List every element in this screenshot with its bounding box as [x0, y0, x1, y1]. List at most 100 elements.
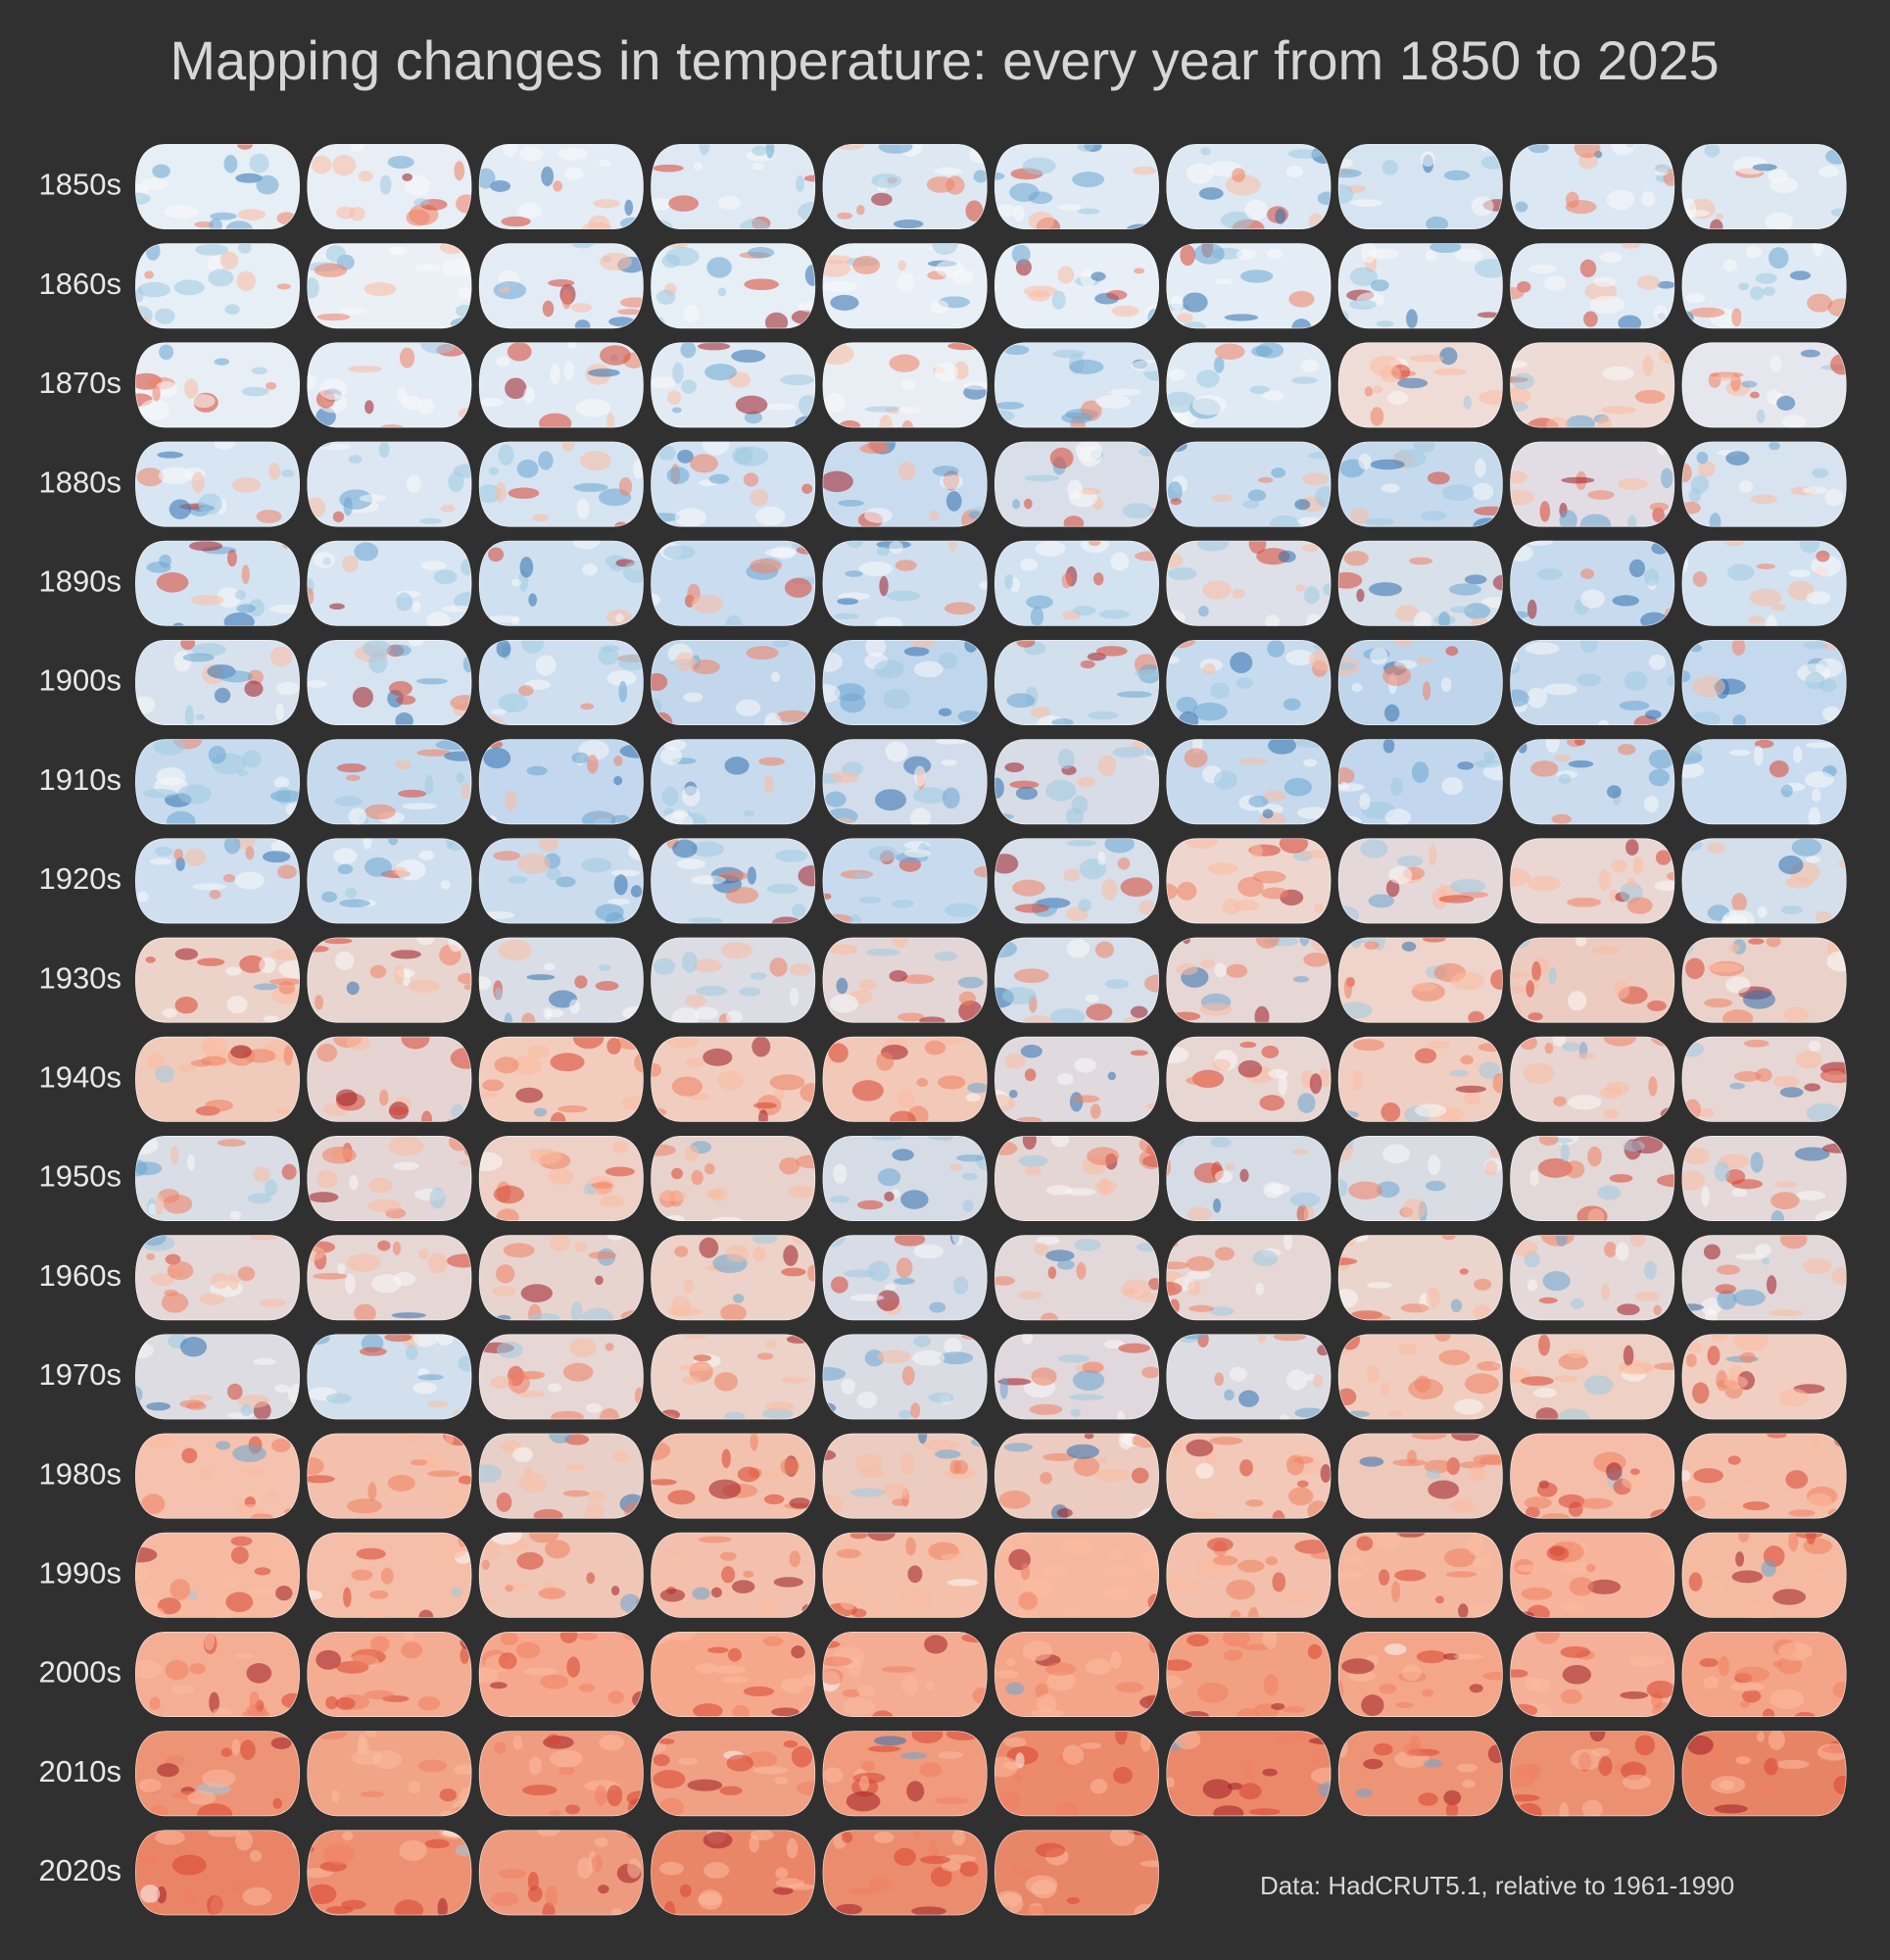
map-texture	[842, 1689, 861, 1698]
map-texture	[1196, 1682, 1229, 1703]
map-texture	[965, 200, 984, 221]
map-texture	[1243, 1759, 1255, 1781]
map-texture	[451, 1103, 464, 1120]
map-base	[651, 1632, 816, 1717]
map-texture	[693, 958, 723, 973]
map-texture	[197, 1803, 233, 1817]
map-texture	[765, 1401, 795, 1411]
map-texture	[308, 1884, 337, 1905]
year-map	[822, 144, 988, 229]
map-texture	[337, 1535, 358, 1544]
map-outline	[307, 1036, 472, 1122]
map-texture	[764, 548, 796, 558]
map-texture	[803, 1109, 813, 1119]
map-texture	[607, 898, 631, 906]
map-texture	[1343, 977, 1352, 999]
map-texture	[1101, 878, 1118, 901]
map-texture	[237, 1266, 256, 1282]
map-outline	[651, 1731, 816, 1817]
map-outline	[822, 937, 988, 1023]
year-map	[1681, 342, 1847, 428]
map-texture	[651, 1063, 661, 1077]
map-texture	[924, 1040, 946, 1055]
map-texture	[248, 599, 266, 617]
map-texture	[228, 1273, 239, 1291]
map-texture	[1104, 838, 1135, 854]
map-texture	[1562, 1665, 1592, 1685]
map-texture	[1306, 1373, 1315, 1382]
map-texture	[1004, 762, 1025, 772]
map-texture	[387, 155, 414, 170]
map-texture	[940, 473, 963, 490]
map-texture	[610, 1586, 620, 1596]
map-texture	[482, 1079, 505, 1092]
map-texture	[351, 1569, 373, 1581]
map-texture	[1077, 777, 1096, 788]
year-map	[307, 243, 472, 329]
map-texture	[445, 1433, 455, 1446]
year-map	[822, 243, 988, 329]
map-texture	[1734, 1666, 1769, 1683]
map-texture	[1510, 386, 1531, 406]
map-texture	[1488, 1209, 1503, 1221]
map-texture	[307, 679, 327, 688]
map-texture	[1006, 693, 1036, 709]
map-texture	[1283, 698, 1301, 710]
map-texture	[1516, 1802, 1542, 1817]
map-texture	[899, 1452, 915, 1474]
map-texture	[1398, 1343, 1418, 1355]
map-texture	[458, 408, 472, 419]
map-outline	[994, 441, 1159, 527]
map-texture	[798, 865, 816, 887]
map-texture	[1214, 962, 1227, 978]
map-texture	[325, 245, 346, 263]
map-base	[1681, 342, 1847, 428]
map-texture	[1778, 1388, 1810, 1407]
map-texture	[1061, 572, 1072, 589]
map-texture	[1651, 542, 1669, 555]
map-texture	[1252, 870, 1286, 884]
year-map	[651, 838, 816, 924]
map-texture	[1744, 1605, 1772, 1618]
map-outline	[1337, 342, 1503, 428]
map-texture	[380, 1567, 394, 1585]
map-texture	[750, 1433, 758, 1451]
map-texture	[478, 1210, 490, 1221]
year-map	[994, 1632, 1159, 1717]
map-base	[1681, 540, 1847, 626]
map-texture	[1735, 1253, 1767, 1260]
map-texture	[1178, 710, 1199, 725]
map-texture	[803, 174, 816, 182]
map-texture	[1366, 1364, 1381, 1384]
map-base	[651, 1731, 816, 1817]
map-texture	[692, 1587, 710, 1600]
map-outline	[994, 838, 1159, 924]
year-map	[1337, 342, 1503, 428]
map-texture	[1560, 1143, 1570, 1162]
map-texture	[939, 1351, 974, 1365]
map-texture	[1356, 588, 1365, 603]
map-texture	[169, 499, 192, 519]
map-texture	[994, 401, 1025, 410]
map-texture	[1643, 796, 1659, 812]
map-texture	[1591, 946, 1620, 955]
map-texture	[1408, 1378, 1444, 1399]
map-texture	[949, 1459, 962, 1475]
map-outline	[1681, 1532, 1847, 1618]
map-texture	[653, 1753, 670, 1767]
map-texture	[634, 1053, 644, 1073]
map-texture	[963, 381, 988, 390]
map-texture	[1118, 1343, 1150, 1353]
map-texture	[1074, 1057, 1097, 1073]
map-texture	[334, 796, 363, 807]
map-texture	[352, 1648, 377, 1666]
map-texture	[1188, 1304, 1214, 1312]
year-map	[1337, 739, 1503, 825]
map-texture	[410, 1459, 428, 1466]
map-texture	[418, 1249, 430, 1260]
map-texture	[364, 857, 392, 877]
year-map	[1166, 1532, 1332, 1618]
map-texture	[1622, 1774, 1651, 1790]
map-texture	[762, 1636, 784, 1646]
year-map	[135, 640, 300, 725]
